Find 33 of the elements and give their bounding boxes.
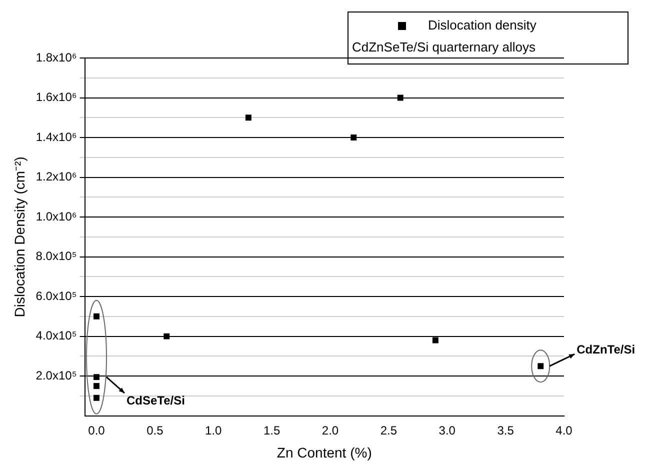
x-tick-label: 0.0 (88, 423, 106, 438)
annotation: CdZnTe/Si (576, 342, 636, 356)
x-tick-label: 2.5 (380, 423, 398, 438)
y-tick-label: 1.2x10⁶ (36, 170, 77, 184)
y-tick-label: 6.0x10⁵ (36, 288, 77, 303)
x-tick-label: 4.0 (556, 423, 573, 438)
y-tick-label: 1.0x10⁶ (36, 209, 77, 224)
x-axis-title: Zn Content (%) (276, 444, 372, 460)
x-tick-label: 2.0 (322, 423, 339, 438)
x-tick-label: 3.5 (497, 423, 514, 438)
x-tick-label: 3.0 (438, 423, 456, 438)
x-tick-label: 1.5 (263, 423, 280, 438)
point (94, 394, 100, 401)
x-tick-label: 1.0 (205, 423, 222, 438)
point (245, 114, 252, 121)
point (94, 313, 100, 320)
y-tick-label: 4.0x10⁵ (36, 328, 77, 343)
point (94, 383, 100, 389)
point (350, 134, 357, 140)
y-axis-title: Dislocation Density (cm⁻²) (11, 156, 28, 318)
point (432, 337, 438, 344)
point (164, 333, 170, 340)
y-tick-label: 8.0x10⁵ (36, 249, 77, 264)
y-tick-label: 1.8x10⁶ (36, 50, 77, 64)
x-tick-label: 0.5 (146, 423, 164, 438)
y-tick-label: 2.0x10⁵ (36, 368, 77, 382)
point (94, 374, 100, 380)
legend-title: CdZnSeTe/Si quarternary alloys (352, 40, 536, 55)
annotation: CdSeTe/Si (126, 393, 185, 408)
point (397, 94, 404, 101)
legend-label: Dislocation density (428, 18, 537, 33)
y-tick-label: 1.6x10⁶ (36, 90, 77, 104)
y-tick-label: 1.4x10⁶ (36, 130, 77, 144)
